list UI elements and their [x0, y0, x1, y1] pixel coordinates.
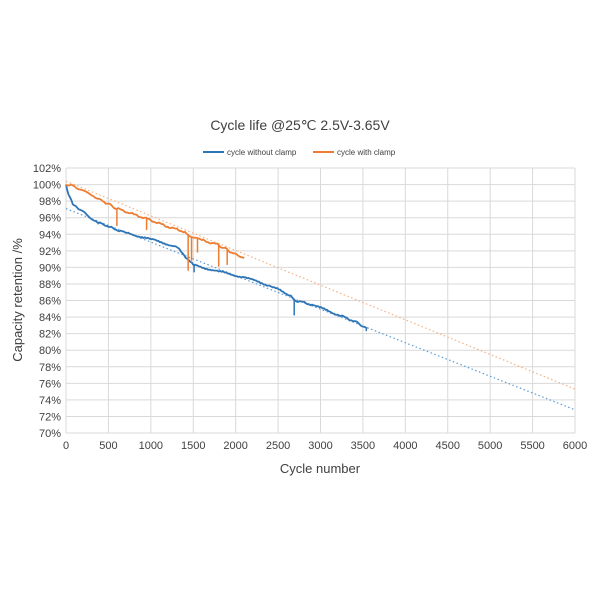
y-tick-label: 74%	[39, 395, 61, 407]
x-tick-label: 3000	[308, 440, 332, 452]
x-tick-label: 5500	[520, 440, 544, 452]
y-tick-label: 84%	[39, 312, 61, 324]
y-tick-label: 90%	[39, 262, 61, 274]
x-tick-label: 0	[63, 440, 69, 452]
x-tick-label: 6000	[563, 440, 587, 452]
legend-label-without-clamp: cycle without clamp	[227, 148, 297, 157]
x-tick-label: 4000	[393, 440, 417, 452]
x-tick-label: 3500	[351, 440, 375, 452]
legend-label-with-clamp: cycle with clamp	[337, 148, 396, 157]
x-tick-labels: 0 500 1000 1500 2000 2500 3000 3500 4000 4500 5000…	[63, 440, 587, 452]
y-tick-label: 96%	[39, 213, 61, 225]
x-tick-label: 500	[99, 440, 117, 452]
x-axis-label: Cycle number	[280, 461, 361, 476]
grid	[65, 167, 576, 434]
y-tick-label: 80%	[39, 345, 61, 357]
x-tick-label: 2500	[266, 440, 290, 452]
trendlines	[65, 180, 576, 411]
y-tick-label: 78%	[39, 362, 61, 374]
x-tick-label: 5000	[478, 440, 502, 452]
y-tick-label: 100%	[33, 180, 61, 192]
y-tick-label: 82%	[39, 329, 61, 341]
x-tick-label: 2000	[223, 440, 247, 452]
x-tick-label: 1500	[181, 440, 205, 452]
y-tick-labels: 70% 72% 74% 76% 78% 80% 82% 84% 86% 88% 90% 92% 94% 9…	[33, 163, 61, 440]
series-line-0	[65, 184, 368, 330]
trendline-0	[65, 208, 576, 411]
y-tick-label: 102%	[33, 163, 61, 175]
chart-title: Cycle life @25℃ 2.5V-3.65V	[210, 117, 390, 133]
y-tick-label: 94%	[39, 229, 61, 241]
y-tick-label: 88%	[39, 279, 61, 291]
series-line-1	[65, 183, 245, 260]
series-lines	[65, 183, 368, 332]
y-tick-label: 98%	[39, 196, 61, 208]
y-tick-label: 92%	[39, 246, 61, 258]
y-tick-label: 70%	[39, 428, 61, 440]
y-axis-label: Capacity retention /%	[10, 238, 25, 362]
legend: cycle without clamp cycle with clamp	[203, 148, 396, 157]
x-tick-label: 1000	[139, 440, 163, 452]
y-tick-label: 76%	[39, 378, 61, 390]
y-tick-label: 72%	[39, 411, 61, 423]
x-tick-label: 4500	[436, 440, 460, 452]
y-tick-label: 86%	[39, 296, 61, 308]
